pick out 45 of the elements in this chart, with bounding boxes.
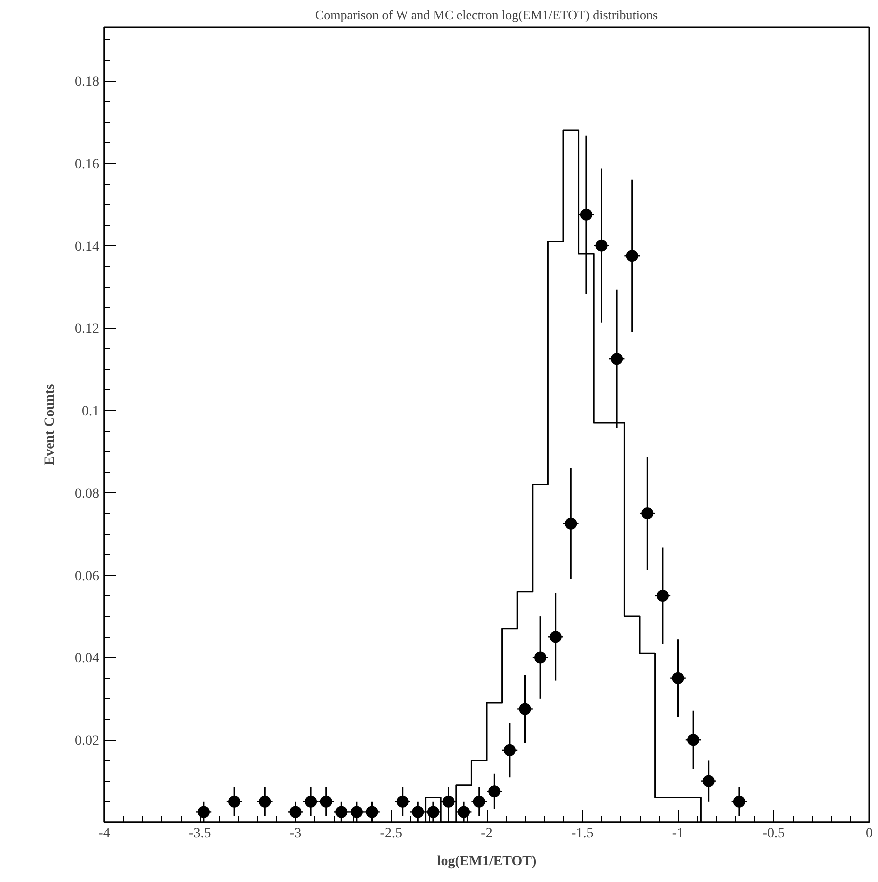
point	[611, 353, 624, 366]
y-tick-label: 0.02	[75, 734, 100, 750]
point	[596, 240, 608, 252]
point	[580, 208, 592, 221]
y-tick-label: 0.04	[75, 652, 100, 667]
x-tick-label: -0.5	[762, 826, 785, 842]
y-axis-title: Event Counts	[43, 384, 58, 466]
x-tick-label: -4	[98, 826, 110, 842]
x-tick-label: -2.5	[380, 826, 402, 842]
y-tick-label: 0.06	[75, 569, 100, 584]
point	[565, 518, 578, 530]
point	[442, 796, 455, 808]
point	[458, 806, 470, 818]
point	[733, 796, 746, 808]
y-tick-label: 0.08	[75, 486, 100, 502]
chart-title: Comparison of W and MC electron log(EM1/ETOT) distributions	[315, 8, 658, 22]
point	[534, 652, 547, 664]
y-tick-label: 0.18	[75, 75, 100, 90]
point	[642, 508, 654, 520]
point	[656, 590, 669, 602]
point	[473, 796, 486, 808]
x-tick-label: 0	[866, 826, 873, 842]
y-tick-label: 0.16	[75, 157, 100, 172]
y-tick-label: 0.12	[75, 322, 100, 338]
point	[519, 703, 532, 716]
y-tick-label: 0.14	[75, 240, 100, 255]
x-tick-label: -3.5	[189, 826, 212, 842]
x-tick-label: -2	[481, 826, 493, 842]
point	[702, 775, 715, 788]
x-tick-label: -3	[290, 826, 302, 842]
point	[550, 631, 562, 644]
x-tick-label: -1	[672, 826, 684, 842]
point	[396, 796, 409, 808]
x-tick-label: -1.5	[572, 826, 594, 842]
point	[626, 250, 638, 262]
point	[290, 806, 302, 818]
point	[504, 744, 516, 756]
point	[198, 806, 210, 818]
point	[228, 796, 241, 808]
point	[488, 786, 501, 798]
y-tick-label: 0.1	[82, 404, 100, 420]
point	[259, 796, 272, 808]
point	[672, 672, 684, 684]
x-axis-title: log(EM1/ETOT)	[437, 854, 537, 870]
point	[688, 734, 700, 746]
